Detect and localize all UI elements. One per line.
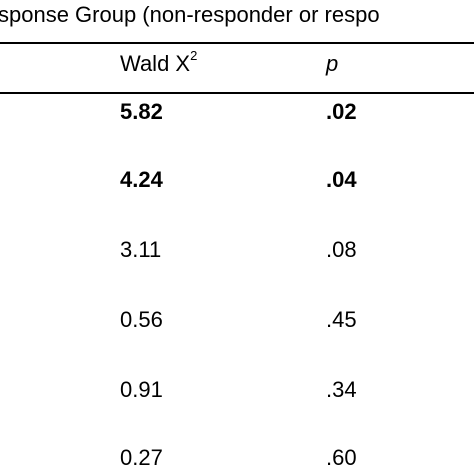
header-rule xyxy=(0,92,474,94)
row-5-p: .34 xyxy=(326,377,357,402)
row-5-wald: 0.91 xyxy=(120,377,163,402)
row-6-wald: 0.27 xyxy=(120,445,163,470)
table-caption: sponse Group (non-responder or respo xyxy=(0,2,380,27)
top-rule xyxy=(0,42,474,44)
row-3-p: .08 xyxy=(326,237,357,262)
header-wald: Wald X2 xyxy=(120,47,198,78)
row-3-wald: 3.11 xyxy=(120,237,162,262)
row-2-wald: 4.24 xyxy=(120,167,163,192)
row-4-p: .45 xyxy=(326,307,357,332)
row-1-p: .02 xyxy=(326,99,357,124)
row-2-p: .04 xyxy=(326,167,357,192)
header-wald-label: Wald X xyxy=(120,51,191,76)
row-6-p: .60 xyxy=(326,445,357,470)
row-1-wald: 5.82 xyxy=(120,99,163,124)
header-p: p xyxy=(326,51,339,76)
row-4-wald: 0.56 xyxy=(120,307,163,332)
header-wald-superscript: 2 xyxy=(190,47,198,63)
